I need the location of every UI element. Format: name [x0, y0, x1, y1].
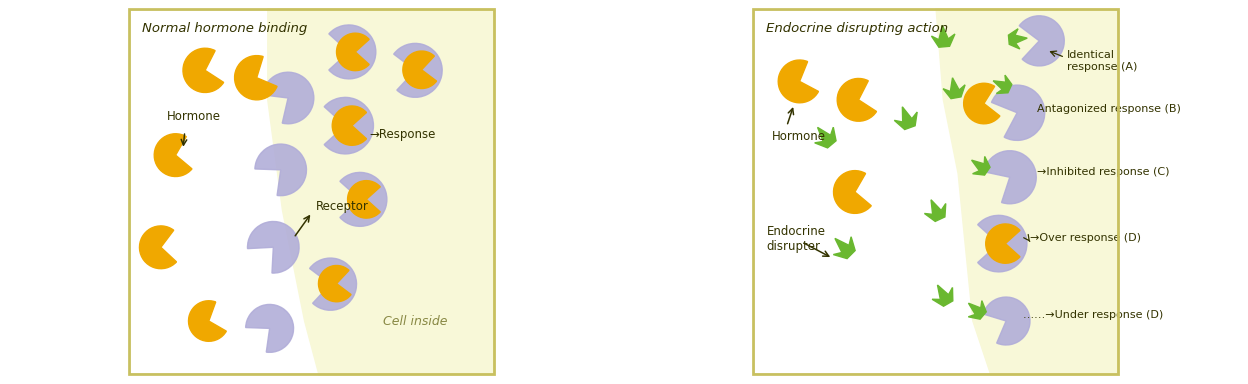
Text: ……→Under response (D): ……→Under response (D) — [1022, 311, 1163, 321]
Wedge shape — [837, 78, 876, 121]
Text: Endocrine
disrupter: Endocrine disrupter — [766, 225, 825, 253]
Polygon shape — [268, 8, 497, 376]
Wedge shape — [262, 72, 313, 124]
Text: Endocrine disrupting action: Endocrine disrupting action — [766, 22, 948, 35]
Wedge shape — [183, 48, 223, 93]
Wedge shape — [188, 301, 226, 341]
Wedge shape — [1020, 16, 1065, 66]
Polygon shape — [972, 156, 990, 175]
Wedge shape — [339, 172, 387, 226]
Wedge shape — [403, 51, 437, 89]
Wedge shape — [991, 85, 1045, 141]
Wedge shape — [235, 56, 277, 100]
Wedge shape — [983, 151, 1036, 204]
Text: Antagonized response (B): Antagonized response (B) — [1037, 104, 1182, 114]
Polygon shape — [943, 78, 965, 99]
Polygon shape — [815, 127, 836, 148]
Wedge shape — [328, 25, 376, 79]
Text: Normal hormone binding: Normal hormone binding — [142, 22, 308, 35]
Wedge shape — [983, 297, 1030, 345]
Text: →Over response (D): →Over response (D) — [1030, 233, 1141, 243]
Wedge shape — [247, 222, 300, 273]
Wedge shape — [986, 224, 1020, 263]
Wedge shape — [332, 106, 367, 145]
Wedge shape — [155, 134, 192, 177]
Text: →Inhibited response (C): →Inhibited response (C) — [1037, 167, 1169, 177]
Wedge shape — [324, 98, 373, 154]
Text: Receptor: Receptor — [316, 200, 368, 213]
Polygon shape — [968, 301, 986, 319]
Wedge shape — [246, 305, 293, 353]
Polygon shape — [932, 285, 952, 306]
Wedge shape — [834, 170, 871, 214]
Polygon shape — [925, 200, 946, 222]
Wedge shape — [348, 180, 381, 218]
Polygon shape — [1008, 29, 1027, 49]
Polygon shape — [936, 8, 1121, 376]
Wedge shape — [255, 144, 307, 196]
Wedge shape — [318, 265, 351, 302]
Text: Hormone: Hormone — [166, 110, 221, 123]
Text: Hormone: Hormone — [773, 130, 826, 143]
Wedge shape — [393, 43, 442, 97]
Polygon shape — [993, 75, 1012, 93]
Wedge shape — [337, 33, 369, 71]
Text: Cell inside: Cell inside — [383, 314, 448, 328]
Polygon shape — [834, 237, 855, 258]
Wedge shape — [977, 215, 1027, 272]
Text: Identical
response (A): Identical response (A) — [1067, 50, 1137, 72]
Wedge shape — [310, 258, 357, 310]
Polygon shape — [931, 25, 955, 47]
Text: →Response: →Response — [369, 128, 436, 141]
Wedge shape — [140, 226, 176, 269]
Wedge shape — [779, 60, 819, 103]
Polygon shape — [895, 107, 917, 129]
Wedge shape — [963, 83, 1000, 124]
